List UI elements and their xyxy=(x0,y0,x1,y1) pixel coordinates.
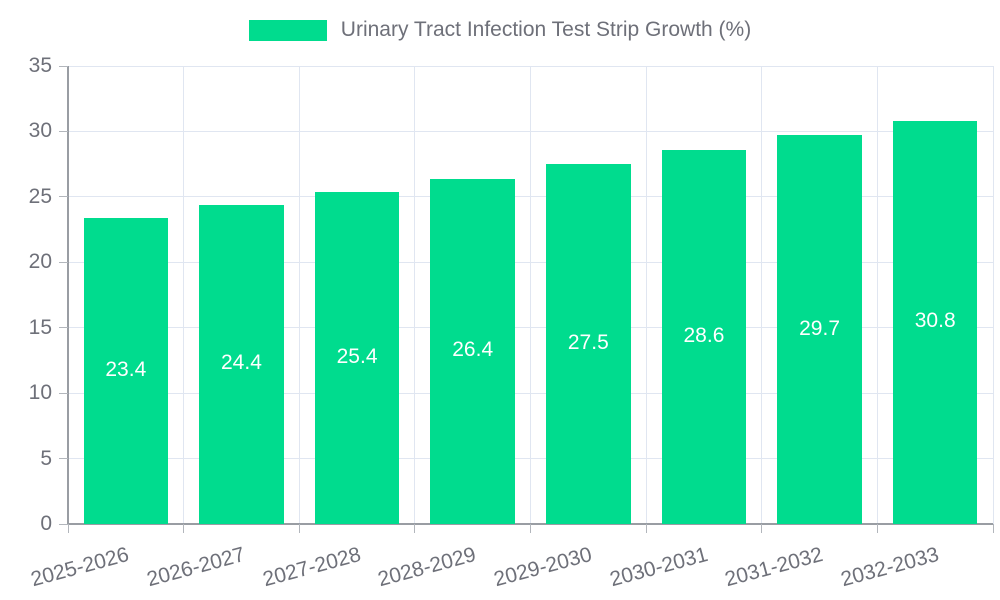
x-axis-tick xyxy=(645,524,647,533)
bar[interactable] xyxy=(661,149,747,524)
y-axis-tick xyxy=(59,196,68,198)
bar[interactable] xyxy=(83,217,169,524)
y-axis-tick-label: 30 xyxy=(28,119,52,143)
bar-value-label: 26.4 xyxy=(452,338,494,362)
gridline-vertical xyxy=(645,66,647,524)
x-axis-tick xyxy=(414,524,416,533)
y-axis-tick-label: 10 xyxy=(28,381,52,405)
y-axis-tick-label: 0 xyxy=(40,512,52,535)
y-axis-tick-label: 5 xyxy=(40,446,52,470)
x-axis-tick xyxy=(992,524,994,533)
bar-value-label: 29.7 xyxy=(799,316,840,340)
gridline-vertical xyxy=(530,66,531,524)
bar[interactable] xyxy=(314,191,400,524)
x-axis-category-label: 2025-2026 xyxy=(28,543,132,592)
y-axis-tick-label: 20 xyxy=(28,250,52,274)
bar[interactable] xyxy=(777,135,862,524)
y-axis-tick-label: 25 xyxy=(28,184,52,208)
x-axis-category-label: 2027-2028 xyxy=(260,543,364,592)
gridline-vertical xyxy=(183,66,185,524)
gridline-vertical xyxy=(992,66,994,524)
y-axis-tick xyxy=(59,130,68,132)
legend[interactable]: Urinary Tract Infection Test Strip Growt… xyxy=(0,18,1000,42)
y-axis-tick xyxy=(59,392,68,394)
gridline-vertical xyxy=(414,66,416,524)
bar-value-label: 23.4 xyxy=(105,357,147,381)
y-axis-tick xyxy=(59,261,68,263)
y-axis-tick-label: 35 xyxy=(28,54,52,77)
x-axis-category-label: 2026-2027 xyxy=(144,543,248,592)
y-axis-tick xyxy=(59,327,68,329)
bar[interactable] xyxy=(546,164,631,524)
x-axis-category-label: 2030-2031 xyxy=(606,543,710,592)
gridline-vertical xyxy=(761,66,763,524)
bar[interactable] xyxy=(892,120,978,524)
bar-value-label: 28.6 xyxy=(683,323,725,347)
x-axis-category-label: 2031-2032 xyxy=(722,543,826,592)
bar-value-label: 27.5 xyxy=(567,331,609,355)
y-axis-tick xyxy=(59,523,68,525)
x-axis-tick xyxy=(67,524,69,533)
bar[interactable] xyxy=(199,204,284,524)
y-axis-tick xyxy=(59,65,68,67)
x-axis-tick xyxy=(298,524,300,533)
gridline-vertical xyxy=(876,66,878,524)
x-axis-tick xyxy=(183,524,185,533)
legend-label: Urinary Tract Infection Test Strip Growt… xyxy=(340,18,752,41)
legend-swatch xyxy=(248,19,327,41)
x-axis-category-label: 2028-2029 xyxy=(375,543,479,592)
x-axis-category-label: 2029-2030 xyxy=(491,543,595,592)
x-axis-tick xyxy=(530,524,531,533)
y-axis-tick-label: 15 xyxy=(28,315,52,339)
x-axis-tick xyxy=(761,524,763,533)
gridline-vertical xyxy=(298,66,300,524)
x-axis-category-label: 2032-2033 xyxy=(838,543,942,592)
y-axis-line xyxy=(67,66,69,524)
x-axis-tick xyxy=(876,524,878,533)
bar-value-label: 25.4 xyxy=(336,344,378,368)
y-axis-tick xyxy=(59,458,68,460)
bar-value-label: 24.4 xyxy=(221,351,262,375)
bar-value-label: 30.8 xyxy=(914,309,956,333)
bar[interactable] xyxy=(430,178,515,524)
